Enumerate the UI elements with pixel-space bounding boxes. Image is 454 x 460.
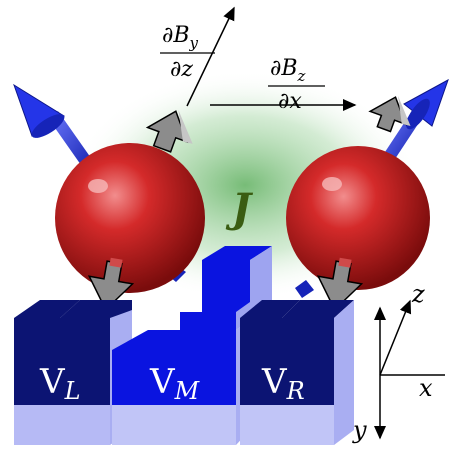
left-sphere-highlight: [88, 179, 108, 193]
right-field-arrow-up: [368, 95, 411, 133]
axis-z-label: z: [411, 280, 425, 308]
gate-middle-label: VM: [149, 362, 201, 405]
axis-x-label: x: [419, 374, 433, 402]
svg-text:∂z: ∂z: [170, 57, 193, 82]
svg-text:∂x: ∂x: [278, 89, 302, 114]
gradient-arrow-z: [186, 6, 235, 107]
axis-y-label: y: [352, 416, 367, 444]
gate-right: [240, 300, 354, 445]
right-sphere-highlight: [322, 177, 342, 191]
svg-text:∂Bz: ∂Bz: [270, 56, 306, 85]
left-field-arrow-down: [87, 257, 135, 311]
gradient-label-dBz-dx: ∂Bz ∂x: [268, 56, 325, 114]
gate-right-label: VR: [261, 362, 305, 405]
right-field-arrow-down: [316, 257, 364, 311]
left-electron-sphere: [55, 143, 205, 293]
right-spin-tail: [295, 280, 314, 298]
coordinate-axes: [374, 299, 445, 440]
svg-text:∂By: ∂By: [162, 23, 199, 52]
gate-middle: [112, 246, 272, 445]
right-spin-arrow: [385, 78, 449, 159]
left-field-arrow-up: [145, 110, 193, 153]
right-electron-sphere: [286, 146, 430, 290]
gate-left-label: VL: [39, 362, 81, 405]
gradient-label-dBy-dz: ∂By ∂z: [160, 23, 215, 82]
